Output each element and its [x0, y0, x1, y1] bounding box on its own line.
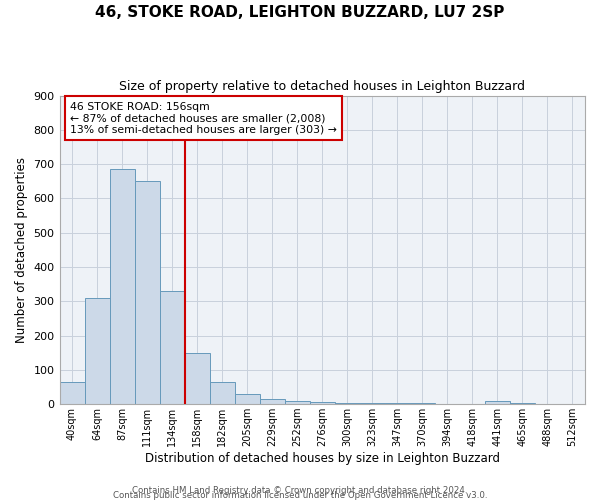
Title: Size of property relative to detached houses in Leighton Buzzard: Size of property relative to detached ho… [119, 80, 525, 93]
Bar [260, 399, 285, 404]
Bar [85, 298, 110, 404]
Y-axis label: Number of detached properties: Number of detached properties [15, 157, 28, 343]
Text: 46 STOKE ROAD: 156sqm
← 87% of detached houses are smaller (2,008)
13% of semi-d: 46 STOKE ROAD: 156sqm ← 87% of detached … [70, 102, 337, 135]
Bar [110, 170, 134, 404]
Text: 46, STOKE ROAD, LEIGHTON BUZZARD, LU7 2SP: 46, STOKE ROAD, LEIGHTON BUZZARD, LU7 2S… [95, 5, 505, 20]
Text: Contains public sector information licensed under the Open Government Licence v3: Contains public sector information licen… [113, 491, 487, 500]
Text: Contains HM Land Registry data © Crown copyright and database right 2024.: Contains HM Land Registry data © Crown c… [132, 486, 468, 495]
Bar [310, 402, 335, 404]
Bar [285, 400, 310, 404]
Bar [160, 291, 185, 404]
Bar [134, 182, 160, 404]
Bar [59, 382, 85, 404]
Bar [235, 394, 260, 404]
Bar [209, 382, 235, 404]
X-axis label: Distribution of detached houses by size in Leighton Buzzard: Distribution of detached houses by size … [145, 452, 500, 465]
Bar [185, 352, 209, 404]
Bar [485, 402, 510, 404]
